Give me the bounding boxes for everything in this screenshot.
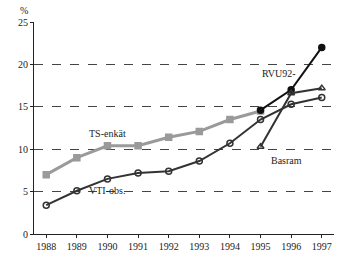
svg-text:1993: 1993 [189, 241, 209, 252]
svg-text:0: 0 [23, 229, 28, 240]
svg-text:1995: 1995 [251, 241, 271, 252]
svg-text:15: 15 [18, 101, 28, 112]
svg-text:25: 25 [18, 17, 28, 28]
svg-text:Basram: Basram [271, 155, 302, 166]
svg-text:1992: 1992 [159, 241, 179, 252]
svg-text:1997: 1997 [312, 241, 332, 252]
svg-text:1989: 1989 [67, 241, 87, 252]
svg-text:5: 5 [23, 186, 28, 197]
svg-text:20: 20 [18, 59, 28, 70]
svg-text:1988: 1988 [36, 241, 56, 252]
svg-text:VTI-obs.: VTI-obs. [89, 185, 125, 196]
svg-text:1994: 1994 [220, 241, 240, 252]
svg-text:TS-enkät: TS-enkät [89, 128, 126, 139]
svg-text:RVU92-: RVU92- [262, 68, 296, 79]
svg-text:%: % [20, 5, 28, 16]
svg-text:1991: 1991 [128, 241, 148, 252]
svg-text:1996: 1996 [281, 241, 301, 252]
svg-text:1990: 1990 [97, 241, 117, 252]
svg-text:10: 10 [18, 144, 28, 155]
